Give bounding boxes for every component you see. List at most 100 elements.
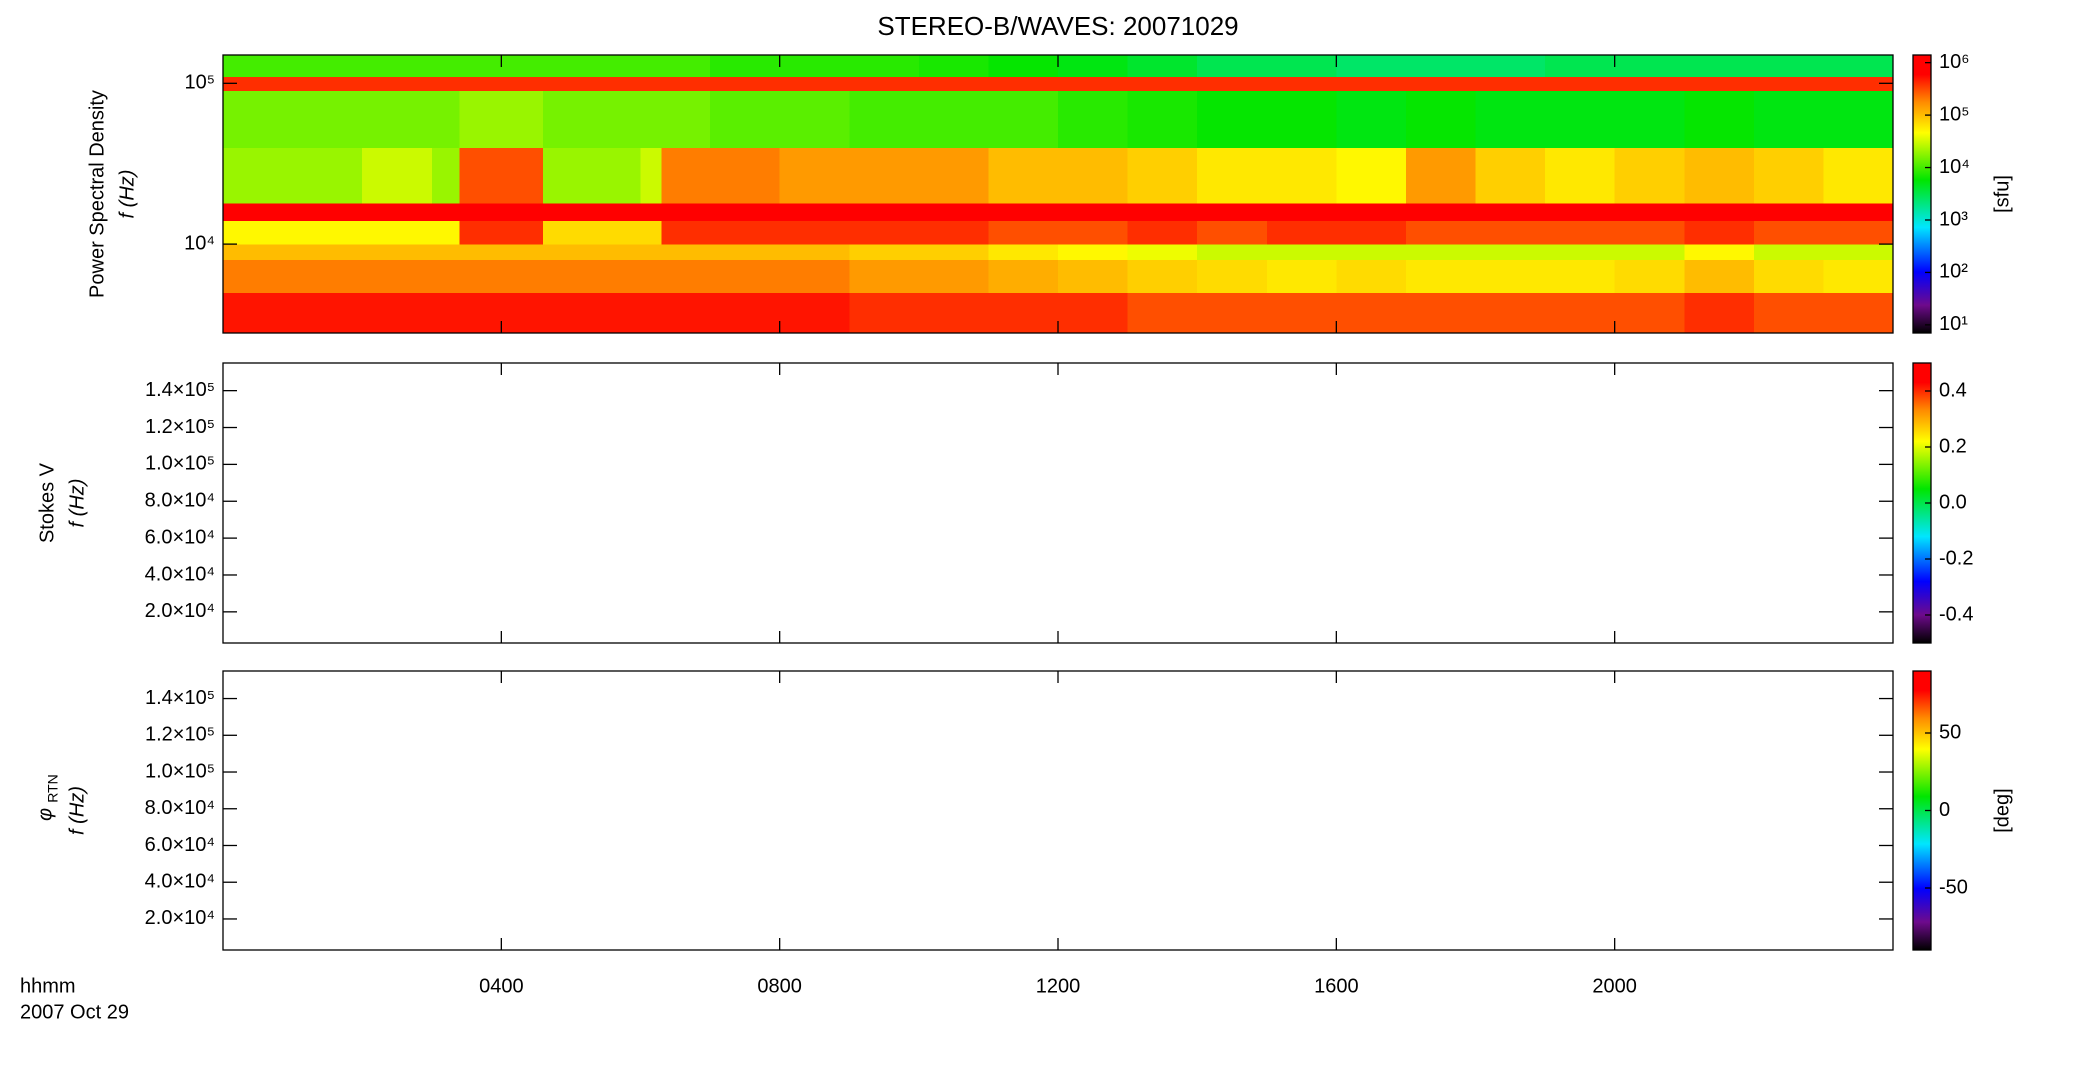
spectrogram-cell bbox=[362, 292, 433, 334]
spectrogram-cell bbox=[640, 220, 662, 245]
spectrogram-cell bbox=[362, 76, 433, 92]
spectrogram-cell bbox=[1614, 55, 1685, 78]
spectrogram-cell bbox=[459, 90, 502, 148]
spectrogram-cell bbox=[1336, 244, 1407, 261]
spectrogram-cell bbox=[1614, 220, 1685, 245]
spectrogram-cell bbox=[1753, 259, 1824, 294]
spectrogram-cell bbox=[292, 147, 363, 204]
spectrogram-cell bbox=[779, 90, 850, 148]
colorbar-unit: [sfu] bbox=[1991, 175, 2013, 213]
spectrogram-cell bbox=[1823, 203, 1894, 222]
spectrogram-cell bbox=[779, 55, 850, 78]
colorbar-tick-label: -50 bbox=[1939, 876, 1968, 898]
spectrogram-cell bbox=[1058, 147, 1129, 204]
spectrogram-cell bbox=[1058, 90, 1129, 148]
spectrogram-cell bbox=[1058, 220, 1129, 245]
spectrogram-cell bbox=[1684, 203, 1755, 222]
x-axis-label: hhmm bbox=[20, 975, 76, 997]
spectrogram-cell bbox=[988, 147, 1059, 204]
spectrogram-cell bbox=[661, 76, 711, 92]
colorbar-tick-label: 0.0 bbox=[1939, 491, 1967, 513]
spectrogram-cell bbox=[1127, 55, 1198, 78]
colorbar-tick-label: 10⁶ bbox=[1939, 51, 1969, 73]
spectrogram-cell bbox=[1545, 76, 1616, 92]
spectrogram-cell bbox=[431, 259, 461, 294]
colorbar-tick-label: 0.4 bbox=[1939, 379, 1967, 401]
spectrogram-cell bbox=[849, 55, 920, 78]
y-tick-label: 1.2×10⁵ bbox=[145, 724, 215, 746]
spectrogram-cell bbox=[640, 203, 662, 222]
colorbar-tick-label: -0.2 bbox=[1939, 547, 1973, 569]
spectrogram-cell bbox=[1405, 55, 1476, 78]
spectrogram-cell bbox=[849, 259, 920, 294]
spectrogram-cell bbox=[1614, 259, 1685, 294]
spectrogram-cell bbox=[661, 55, 711, 78]
spectrogram-cell bbox=[362, 220, 433, 245]
spectrogram-cell bbox=[918, 76, 989, 92]
spectrogram-cell bbox=[543, 147, 572, 204]
spectrogram-cell bbox=[779, 147, 850, 204]
spectrogram-cell bbox=[779, 203, 850, 222]
spectrogram-cell bbox=[1684, 90, 1755, 148]
spectrogram-cell bbox=[1684, 55, 1755, 78]
spectrogram-cell bbox=[570, 203, 641, 222]
spectrogram-cell bbox=[459, 292, 502, 334]
spectrogram-cell bbox=[431, 55, 461, 78]
y-tick-label: 1.4×10⁵ bbox=[145, 687, 215, 709]
spectrogram-cell bbox=[1058, 203, 1129, 222]
spectrogram-cell bbox=[501, 244, 544, 261]
spectrogram-cell bbox=[1197, 220, 1268, 245]
spectrogram-cell bbox=[1127, 147, 1198, 204]
spectrogram-cell bbox=[543, 203, 572, 222]
spectrogram-cell bbox=[1127, 259, 1198, 294]
colorbar-tick-label: 10⁴ bbox=[1939, 156, 1970, 178]
spectrogram-cell bbox=[1336, 259, 1407, 294]
spectrogram-cell bbox=[1405, 244, 1476, 261]
spectrogram-cell bbox=[849, 90, 920, 148]
spectrogram-cell bbox=[1197, 55, 1268, 78]
spectrogram-cell bbox=[292, 90, 363, 148]
y-tick-label: 2.0×10⁴ bbox=[145, 907, 215, 929]
colorbar-tick-label: 10¹ bbox=[1939, 313, 1968, 335]
spectrogram-cell bbox=[431, 244, 461, 261]
spectrogram-cell bbox=[223, 90, 294, 148]
spectrogram-cell bbox=[1197, 90, 1268, 148]
spectrogram-cell bbox=[1823, 220, 1894, 245]
spectrogram-cell bbox=[459, 55, 502, 78]
spectrogram-cell bbox=[543, 292, 572, 334]
spectrogram-cell bbox=[988, 244, 1059, 261]
spectrogram-cell bbox=[1336, 90, 1407, 148]
y-tick-label: 4.0×10⁴ bbox=[145, 871, 215, 893]
spectrogram-cell bbox=[459, 76, 502, 92]
spectrogram-cell bbox=[1684, 244, 1755, 261]
spectrogram-cell bbox=[710, 55, 781, 78]
spectrogram-cell bbox=[223, 55, 294, 78]
spectrogram-cell bbox=[661, 292, 711, 334]
spectrogram-cell bbox=[459, 203, 502, 222]
colorbar-tick-label: 10² bbox=[1939, 261, 1968, 283]
spectrogram-cell bbox=[570, 90, 641, 148]
spectrogram-cell bbox=[501, 90, 544, 148]
spectrogram-cell bbox=[1127, 292, 1198, 334]
spectrogram-cell bbox=[640, 244, 662, 261]
spectrogram-cell bbox=[661, 259, 711, 294]
x-tick-label: 0400 bbox=[479, 975, 524, 997]
spectrogram-cell bbox=[1753, 90, 1824, 148]
spectrogram-cell bbox=[918, 147, 989, 204]
y-axis-symbol: φ bbox=[34, 808, 56, 821]
y-tick-label: 6.0×10⁴ bbox=[145, 526, 215, 548]
spectrogram-cell bbox=[1753, 147, 1824, 204]
spectrogram-cell bbox=[710, 203, 781, 222]
spectrogram-cell bbox=[779, 220, 850, 245]
spectrogram-cell bbox=[710, 244, 781, 261]
y-tick-label: 6.0×10⁴ bbox=[145, 834, 215, 856]
spectrogram-cell bbox=[1266, 90, 1337, 148]
spectrogram-cell bbox=[292, 220, 363, 245]
spectrogram-cell bbox=[1266, 55, 1337, 78]
spectrogram-cell bbox=[1545, 244, 1616, 261]
spectrogram-cell bbox=[661, 244, 711, 261]
spectrogram-cell bbox=[1058, 292, 1129, 334]
colorbar-tick-label: 50 bbox=[1939, 721, 1961, 743]
spectrogram-cell bbox=[988, 259, 1059, 294]
